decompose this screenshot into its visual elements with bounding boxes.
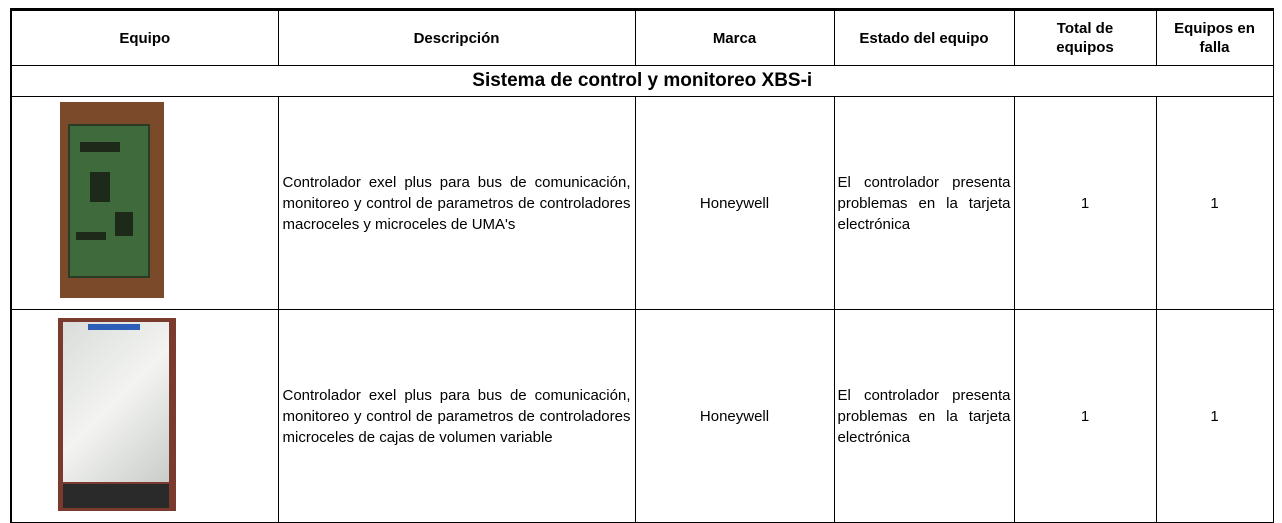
brand: Honeywell [634, 96, 835, 310]
equipment-photo [58, 318, 176, 511]
header-cell: Estado del equipo [833, 9, 1015, 66]
status: El controlador presenta problemas en la … [833, 96, 1015, 310]
header-cell: Total de equipos [1013, 9, 1157, 66]
image-cell [10, 309, 279, 523]
header-row: Equipo Descripción Marca Estado del equi… [10, 9, 1274, 66]
header-cell: Marca [634, 9, 835, 66]
image-cell [10, 96, 279, 310]
header-text: Total de equipos [1056, 20, 1114, 56]
total: 1 [1013, 96, 1157, 310]
data-row: Controlador exel plus para bus de comuni… [10, 309, 1274, 523]
section-title: Sistema de control y monitoreo XBS-i [10, 65, 1274, 97]
equipment-photo [60, 102, 164, 298]
total: 1 [1013, 309, 1157, 523]
header-cell: Equipo [10, 9, 279, 66]
equipment-table: Equipo Descripción Marca Estado del equi… [10, 8, 1274, 523]
data-row: Controlador exel plus para bus de comuni… [10, 96, 1274, 310]
failing: 1 [1155, 96, 1274, 310]
header-cell: Equipos en falla [1155, 9, 1274, 66]
failing: 1 [1155, 309, 1274, 523]
brand: Honeywell [634, 309, 835, 523]
status: El controlador presenta problemas en la … [833, 309, 1015, 523]
description: Controlador exel plus para bus de comuni… [277, 309, 636, 523]
header-cell: Descripción [277, 9, 636, 66]
section-row: Sistema de control y monitoreo XBS-i [10, 65, 1274, 97]
header-text: Equipos en falla [1174, 20, 1255, 56]
description: Controlador exel plus para bus de comuni… [277, 96, 636, 310]
